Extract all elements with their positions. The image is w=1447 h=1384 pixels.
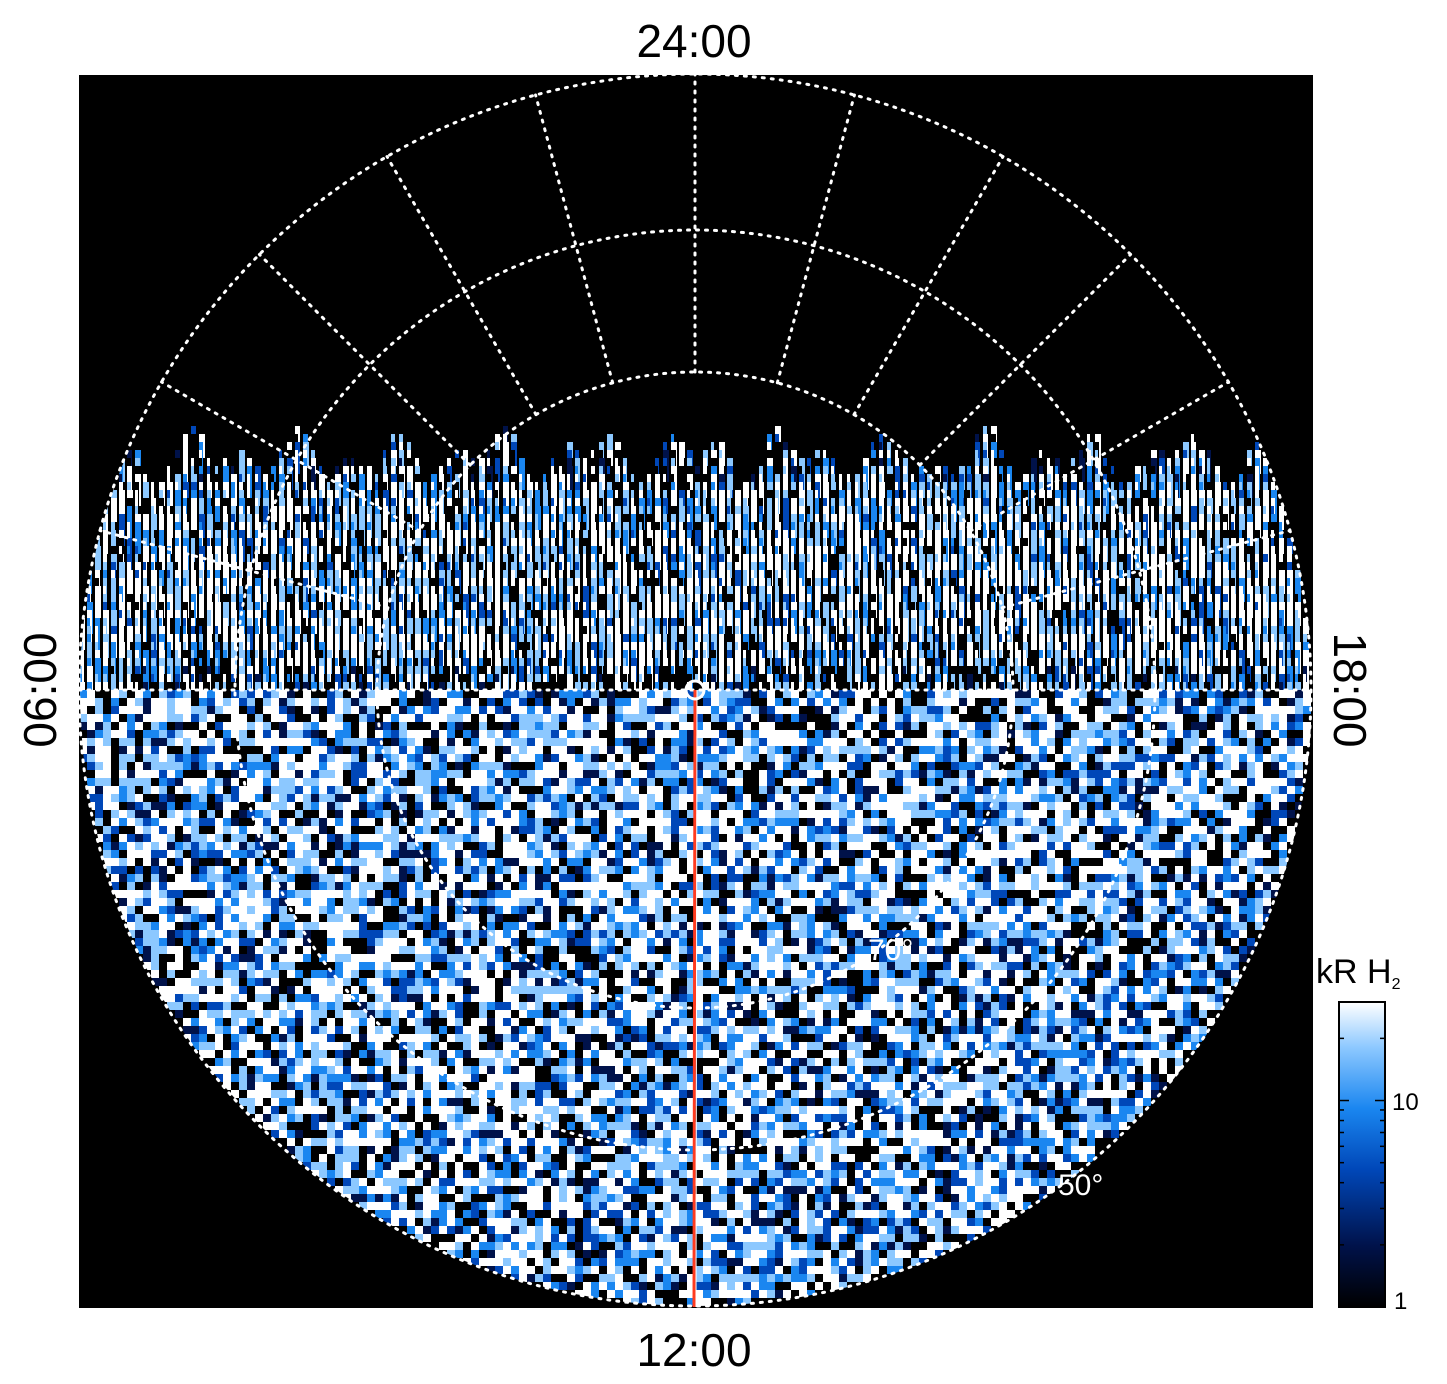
- lat-label-70: 70°: [868, 934, 913, 967]
- lt-label-left: 06:00: [14, 632, 66, 747]
- noon-reference-line: [692, 689, 697, 1308]
- colorbar-title-subscript: 2: [1392, 976, 1401, 993]
- colorbar: kR H2 1 10: [1316, 953, 1419, 1315]
- lat-circle-0: [79, 75, 1313, 1308]
- colorbar-tick-label-1: 1: [1394, 1288, 1407, 1315]
- noon-reference-line-shadow: [695, 689, 698, 1308]
- lt-label-top: 24:00: [636, 15, 751, 67]
- colorbar-scale: [1338, 1001, 1386, 1308]
- lat-label-50: 50°: [1058, 1169, 1103, 1202]
- lt-label-bottom: 12:00: [636, 1324, 751, 1376]
- pole-marker: [684, 679, 706, 701]
- colorbar-ticks: [1339, 1001, 1385, 1308]
- colorbar-title: kR H2: [1316, 953, 1401, 993]
- colorbar-tick-label-10: 10: [1392, 1089, 1419, 1116]
- lt-label-right: 18:00: [1324, 632, 1376, 747]
